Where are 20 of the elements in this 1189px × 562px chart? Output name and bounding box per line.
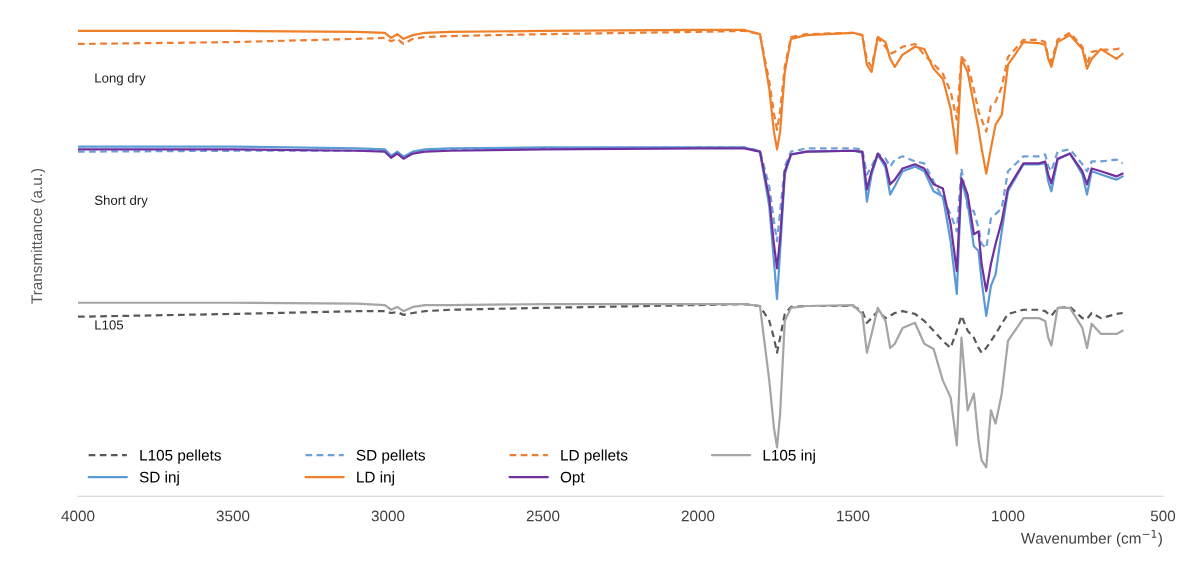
legend-label: L105 pellets — [140, 449, 221, 464]
x-tick-label: 1000 — [992, 510, 1025, 522]
annotation: L105 — [95, 320, 124, 330]
x-tick-label: 1500 — [837, 510, 870, 522]
x-tick-label: 3500 — [216, 510, 250, 522]
x-tick-label: 4000 — [61, 510, 95, 522]
x-axis-title: Wavenumber (cm$^{−1}$) — [1020, 529, 1162, 547]
legend-label: LD inj — [357, 471, 394, 486]
legend-label: L105 inj — [763, 449, 815, 464]
x-tick-label: 2500 — [526, 510, 560, 522]
x-tick-label: 3000 — [371, 510, 405, 522]
x-tick-label: 2000 — [681, 510, 715, 522]
annotation: Short dry — [94, 195, 148, 208]
legend-label: SD pellets — [356, 449, 426, 464]
legend-label: Opt — [560, 471, 585, 486]
legend-label: LD pellets — [561, 449, 628, 464]
y-axis-title: Transmittance (a.u.) — [30, 168, 46, 304]
annotation: Long dry — [95, 73, 146, 86]
legend-label: SD inj — [139, 471, 179, 486]
x-tick-label: 500 — [1150, 510, 1176, 522]
